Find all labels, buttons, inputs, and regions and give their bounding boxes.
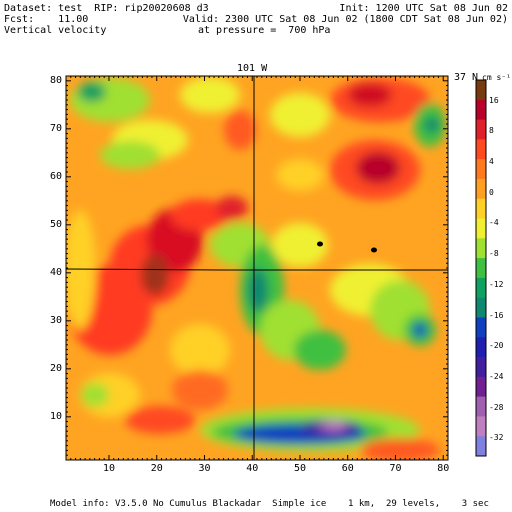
dataset-label: Dataset: test RIP: rip20020608 d3 bbox=[4, 3, 209, 14]
right-parallel-label: 37 N bbox=[454, 72, 479, 83]
colorbar-swatch bbox=[476, 159, 486, 180]
y-tick-label: 10 bbox=[50, 410, 63, 422]
y-tick-label: 30 bbox=[50, 314, 63, 326]
colorbar-frame bbox=[475, 79, 487, 457]
colorbar-label: -16 bbox=[489, 310, 504, 320]
colorbar-swatch bbox=[476, 238, 486, 259]
init-label: Init: 1200 UTC Sat 08 Jun 02 bbox=[339, 3, 508, 14]
valid-label: Valid: 2300 UTC Sat 08 Jun 02 (1800 CDT … bbox=[182, 14, 508, 25]
colorbar-label: -20 bbox=[489, 341, 504, 351]
colorbar-swatch bbox=[476, 80, 486, 101]
y-tick-label: 70 bbox=[50, 122, 63, 134]
field-name: Vertical velocity bbox=[4, 25, 107, 36]
colorbar-label: 0 bbox=[489, 187, 494, 197]
colorbar-swatch bbox=[476, 416, 486, 437]
pressure-label: at pressure = 700 hPa bbox=[198, 25, 331, 36]
colorbar-swatch bbox=[476, 139, 486, 160]
colorbar-label: -4 bbox=[489, 218, 499, 228]
y-tick-label: 60 bbox=[50, 170, 63, 182]
x-tick-label: 40 bbox=[246, 463, 259, 474]
colorbar-units: cm s⁻¹ bbox=[482, 73, 511, 82]
colorbar-swatch bbox=[476, 99, 486, 121]
colorbar-label: 4 bbox=[489, 157, 494, 167]
colorbar-label: 16 bbox=[489, 95, 499, 105]
colorbar-swatch bbox=[476, 396, 486, 417]
colorbar-swatch bbox=[476, 119, 486, 140]
y-tick-label: 80 bbox=[50, 74, 63, 86]
y-tick-label: 20 bbox=[50, 362, 63, 374]
colorbar-label: 8 bbox=[489, 126, 494, 136]
colorbar-swatch bbox=[476, 436, 486, 457]
boundary-marker bbox=[317, 241, 323, 247]
boundary-marker bbox=[371, 247, 377, 253]
colorbar-swatch bbox=[476, 178, 486, 200]
colorbar-swatch bbox=[476, 376, 486, 398]
x-tick-label: 50 bbox=[293, 463, 307, 474]
colorbar-swatch bbox=[476, 218, 486, 239]
colorbar-label: -8 bbox=[489, 249, 499, 259]
colorbar-swatch bbox=[476, 258, 486, 279]
colorbar-label: -28 bbox=[489, 402, 504, 412]
colorbar-swatch bbox=[476, 198, 486, 220]
fcst-label: Fcst: 11.00 bbox=[4, 14, 89, 25]
colorbar-swatch bbox=[476, 317, 486, 338]
x-tick-label: 70 bbox=[389, 463, 402, 474]
parallel-line bbox=[66, 268, 448, 271]
x-tick-label: 20 bbox=[150, 463, 163, 474]
colorbar-swatch bbox=[476, 297, 486, 318]
y-tick-label: 40 bbox=[50, 266, 63, 278]
x-tick-label: 10 bbox=[102, 463, 116, 474]
y-tick-label: 50 bbox=[50, 218, 63, 230]
x-tick-label: 80 bbox=[437, 463, 450, 474]
colorbar-label: -12 bbox=[489, 279, 504, 289]
x-tick-label: 30 bbox=[198, 463, 211, 474]
colorbar-swatch bbox=[476, 277, 486, 299]
top-meridian-label: 101 W bbox=[237, 63, 268, 74]
model-info: Model info: V3.5.0 No Cumulus Blackadar … bbox=[50, 499, 489, 509]
x-tick-label: 60 bbox=[341, 463, 354, 474]
colorbar-label: -32 bbox=[489, 433, 504, 443]
colorbar-swatch bbox=[476, 337, 486, 358]
colorbar-label: -24 bbox=[489, 371, 504, 381]
colorbar-swatch bbox=[476, 357, 486, 378]
